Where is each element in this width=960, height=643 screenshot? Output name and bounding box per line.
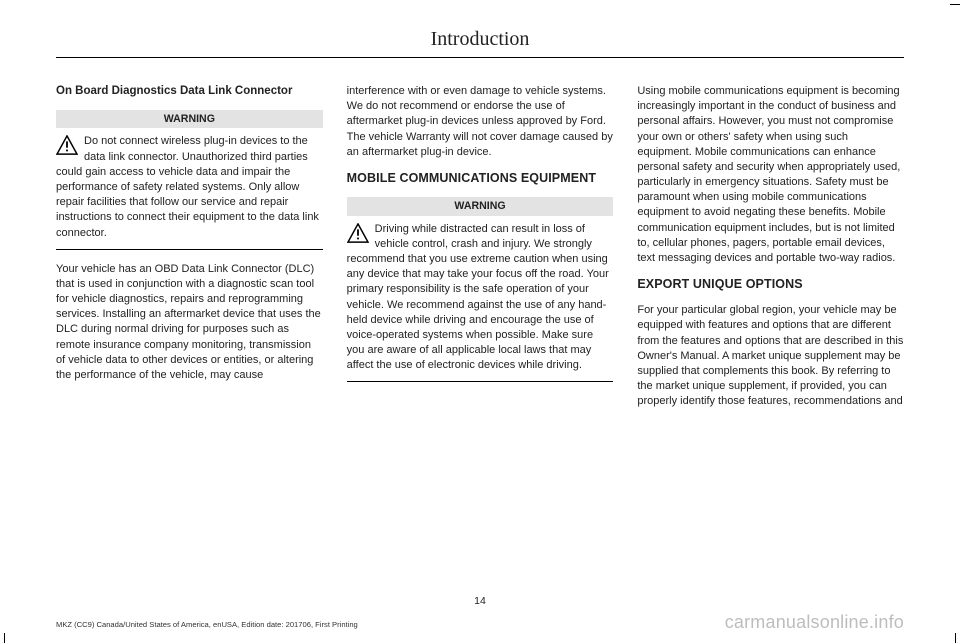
column-1: On Board Diagnostics Data Link Connector… xyxy=(56,84,323,554)
warning-rule xyxy=(56,249,323,250)
warning-triangle-icon xyxy=(56,135,78,155)
warning-label: WARNING xyxy=(347,197,614,216)
subheading-obd: On Board Diagnostics Data Link Connector xyxy=(56,84,323,100)
manual-page: Introduction On Board Diagnostics Data L… xyxy=(0,0,960,643)
warning-label: WARNING xyxy=(56,110,323,129)
section-heading-export: EXPORT UNIQUE OPTIONS xyxy=(637,276,904,293)
warning-text: Driving while distracted can result in l… xyxy=(347,223,609,372)
crop-mark xyxy=(950,4,960,5)
footer-edition-info: MKZ (CC9) Canada/United States of Americ… xyxy=(56,620,358,629)
warning-rule xyxy=(347,381,614,382)
warning-block: Driving while distracted can result in l… xyxy=(347,222,614,374)
warning-triangle-icon xyxy=(347,223,369,243)
warning-text: Do not connect wireless plug-in devices … xyxy=(56,135,319,238)
content-columns: On Board Diagnostics Data Link Connector… xyxy=(56,84,904,554)
body-paragraph: For your particular global region, your … xyxy=(637,303,904,409)
crop-mark xyxy=(4,633,5,643)
body-paragraph: Using mobile communications equipment is… xyxy=(637,84,904,266)
body-paragraph: interference with or even damage to vehi… xyxy=(347,84,614,160)
column-3: Using mobile communications equipment is… xyxy=(637,84,904,554)
body-paragraph: Your vehicle has an OBD Data Link Connec… xyxy=(56,262,323,383)
header-rule xyxy=(56,57,904,58)
warning-block: Do not connect wireless plug-in devices … xyxy=(56,134,323,240)
page-title: Introduction xyxy=(56,28,904,57)
crop-mark xyxy=(955,633,956,643)
column-2: interference with or even damage to vehi… xyxy=(347,84,614,554)
footer-watermark: carmanualsonline.info xyxy=(725,612,904,633)
page-number: 14 xyxy=(0,595,960,607)
section-heading-mobile: MOBILE COMMUNICATIONS EQUIPMENT xyxy=(347,170,614,187)
